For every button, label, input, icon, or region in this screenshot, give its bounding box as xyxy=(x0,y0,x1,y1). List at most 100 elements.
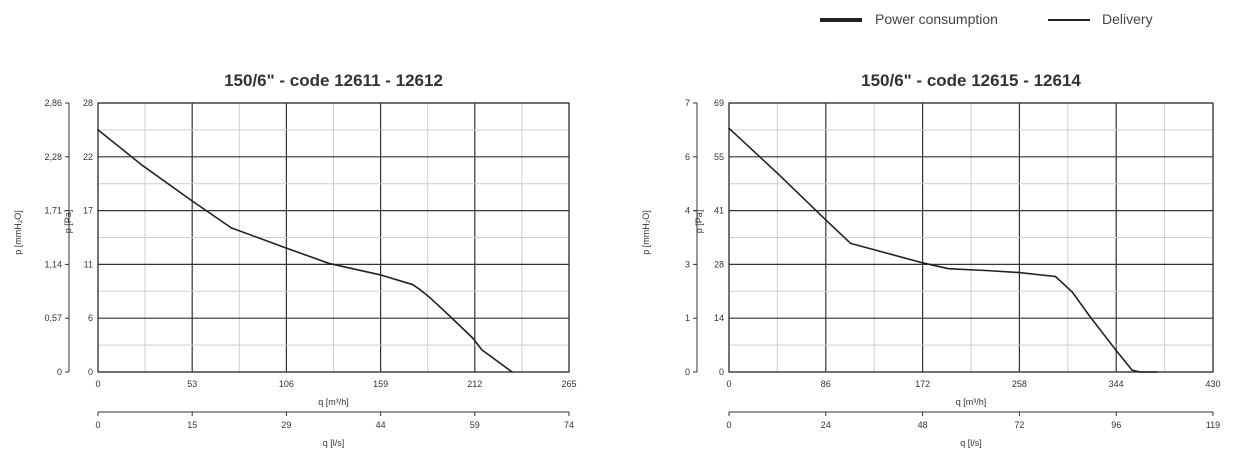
legend-swatch-thick xyxy=(820,18,862,22)
y-tick-label: 6 xyxy=(88,313,93,323)
y-axis-label: p [Pa] xyxy=(63,210,73,234)
plot-frame xyxy=(728,102,1214,373)
y-tick-label: 41 xyxy=(714,206,724,216)
x-tick-label: 212 xyxy=(467,379,482,389)
chart-1: 150/6" - code 12611 - 12612 0 53 106 159 212 2… xyxy=(13,71,577,448)
data-point xyxy=(411,283,414,286)
x-tick-label: 265 xyxy=(561,379,576,389)
x-tick-label: 430 xyxy=(1205,379,1220,389)
y2-tick-label: 4 xyxy=(685,206,690,216)
x-tick-label: 258 xyxy=(1012,379,1027,389)
y-tick-label: 17 xyxy=(83,206,93,216)
y-tick-label: 69 xyxy=(714,98,724,108)
x-tick-label: 159 xyxy=(373,379,388,389)
x-tick-label: 53 xyxy=(187,379,197,389)
y-tick-label: 55 xyxy=(714,152,724,162)
y-tick-label: 0 xyxy=(88,367,93,377)
data-point xyxy=(429,297,432,299)
y-tick-label: 22 xyxy=(83,152,93,162)
x-tick-label: 106 xyxy=(279,379,294,389)
y2-tick-label: 1,71 xyxy=(44,206,62,216)
x-tick-label: 0 xyxy=(726,379,731,389)
data-point xyxy=(97,129,99,131)
data-point xyxy=(442,308,444,311)
y2-tick-label: 0 xyxy=(685,367,690,377)
data-point xyxy=(1018,271,1021,274)
x2-tick-label: 59 xyxy=(470,420,480,430)
x2-axis-label: q [l/s] xyxy=(323,438,345,448)
data-point xyxy=(285,247,288,249)
y2-tick-label: 7 xyxy=(685,98,690,108)
data-point xyxy=(885,252,888,254)
y-tick-label: 14 xyxy=(714,313,724,323)
x-axis-label: q [m³/h] xyxy=(956,397,987,407)
x2-tick-label: 29 xyxy=(281,420,291,430)
data-point xyxy=(472,337,474,340)
y-tick-label: 28 xyxy=(83,98,93,108)
chart-title: 150/6" - code 12615 - 12614 xyxy=(861,71,1081,90)
x-tick-label: 172 xyxy=(915,379,930,389)
x-axis-label: q [m³/h] xyxy=(318,397,349,407)
x2-tick-label: 24 xyxy=(821,420,831,430)
data-point xyxy=(825,219,827,221)
data-point xyxy=(921,262,924,264)
legend-label: Delivery xyxy=(1102,11,1153,27)
y2-tick-label: 2,28 xyxy=(44,152,62,162)
data-point xyxy=(328,262,330,265)
data-point xyxy=(418,288,421,291)
chart-title: 150/6" - code 12611 - 12612 xyxy=(224,71,443,90)
x2-axis-label: q [l/s] xyxy=(960,438,982,448)
x2-tick-label: 48 xyxy=(918,420,928,430)
x2-tick-label: 44 xyxy=(376,420,386,430)
data-point xyxy=(776,172,779,174)
x2-tick-label: 0 xyxy=(95,420,100,430)
x-tick-label: 344 xyxy=(1109,379,1124,389)
data-point xyxy=(1054,275,1057,278)
x-tick-label: 0 xyxy=(95,379,100,389)
data-point xyxy=(1155,371,1158,373)
data-point xyxy=(1071,291,1074,293)
x2-tick-label: 74 xyxy=(564,420,574,430)
legend-swatch-thin xyxy=(1048,19,1090,21)
y-tick-label: 28 xyxy=(714,259,724,269)
y2-tick-label: 1 xyxy=(685,313,690,323)
series-line-delivery xyxy=(97,129,513,373)
y2-tick-label: 0 xyxy=(57,367,62,377)
data-point xyxy=(947,267,950,270)
data-point xyxy=(141,164,144,167)
data-point xyxy=(191,200,193,202)
data-point xyxy=(511,371,513,373)
x2-tick-label: 72 xyxy=(1014,420,1024,430)
y2-tick-label: 1,14 xyxy=(44,259,62,269)
y2-tick-label: 3 xyxy=(685,259,690,269)
x-tick-label: 86 xyxy=(821,379,831,389)
data-point xyxy=(728,127,730,130)
data-point xyxy=(1131,369,1133,371)
y-tick-label: 0 xyxy=(719,367,724,377)
y-tick-label: 11 xyxy=(84,259,93,269)
y-axis-label: p [Pa] xyxy=(694,210,704,234)
y2-tick-label: 2,86 xyxy=(44,98,62,108)
plot-frame xyxy=(97,102,570,373)
data-point xyxy=(987,269,989,272)
data-point xyxy=(849,242,852,245)
y2-axis-label: p [mmH₂O] xyxy=(641,210,651,255)
legend-label: Power consumption xyxy=(875,11,998,27)
x2-tick-label: 15 xyxy=(187,420,197,430)
data-point xyxy=(456,322,458,324)
y2-tick-label: 0,57 xyxy=(44,313,62,323)
data-point xyxy=(1115,349,1117,352)
data-point xyxy=(1139,371,1141,373)
x2-tick-label: 119 xyxy=(1206,420,1220,430)
data-point xyxy=(230,227,233,229)
y2-tick-label: 6 xyxy=(685,152,690,162)
y2-axis-label: p [mmH₂O] xyxy=(13,210,23,255)
data-point xyxy=(379,274,382,276)
data-point xyxy=(1088,314,1090,317)
series-line-delivery xyxy=(728,127,1157,373)
x2-tick-label: 0 xyxy=(726,420,731,430)
x2-tick-label: 96 xyxy=(1111,420,1121,430)
data-point xyxy=(481,349,483,351)
